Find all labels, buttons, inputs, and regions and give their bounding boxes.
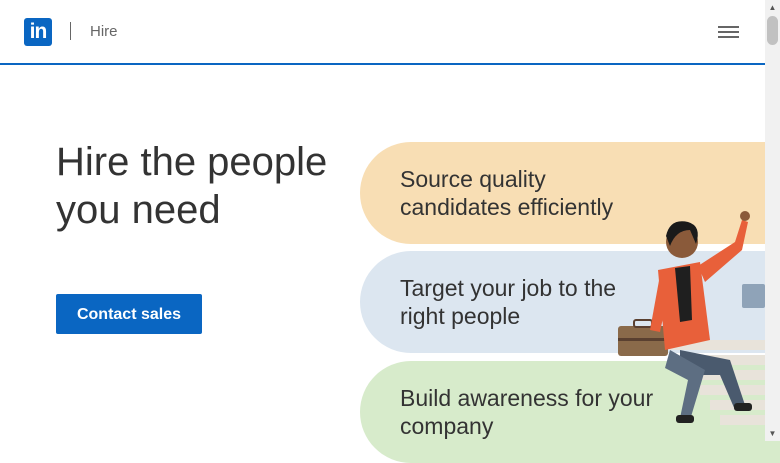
benefit-label: Build awareness for your company [400, 385, 654, 439]
hero-title: Hire the people you need [56, 140, 328, 232]
scroll-down-icon[interactable]: ▼ [768, 429, 777, 438]
vertical-scrollbar[interactable]: ▲ ▼ [765, 0, 780, 441]
person-with-laptop-illustration [618, 211, 765, 425]
contact-sales-button[interactable]: Contact sales [56, 294, 202, 334]
linkedin-logo[interactable]: in [24, 18, 52, 46]
nav-divider [70, 22, 71, 40]
benefit-label: Target your job to the right people [400, 275, 617, 329]
benefit-source-quality: Source quality candidates efficiently [360, 142, 780, 244]
benefit-label: Source quality candidates efficiently [400, 166, 614, 220]
scroll-thumb[interactable] [767, 16, 778, 45]
top-nav: in Hire [0, 0, 765, 65]
scroll-up-icon[interactable]: ▲ [768, 3, 777, 12]
hamburger-menu-icon[interactable] [718, 26, 739, 38]
product-name[interactable]: Hire [90, 23, 118, 40]
